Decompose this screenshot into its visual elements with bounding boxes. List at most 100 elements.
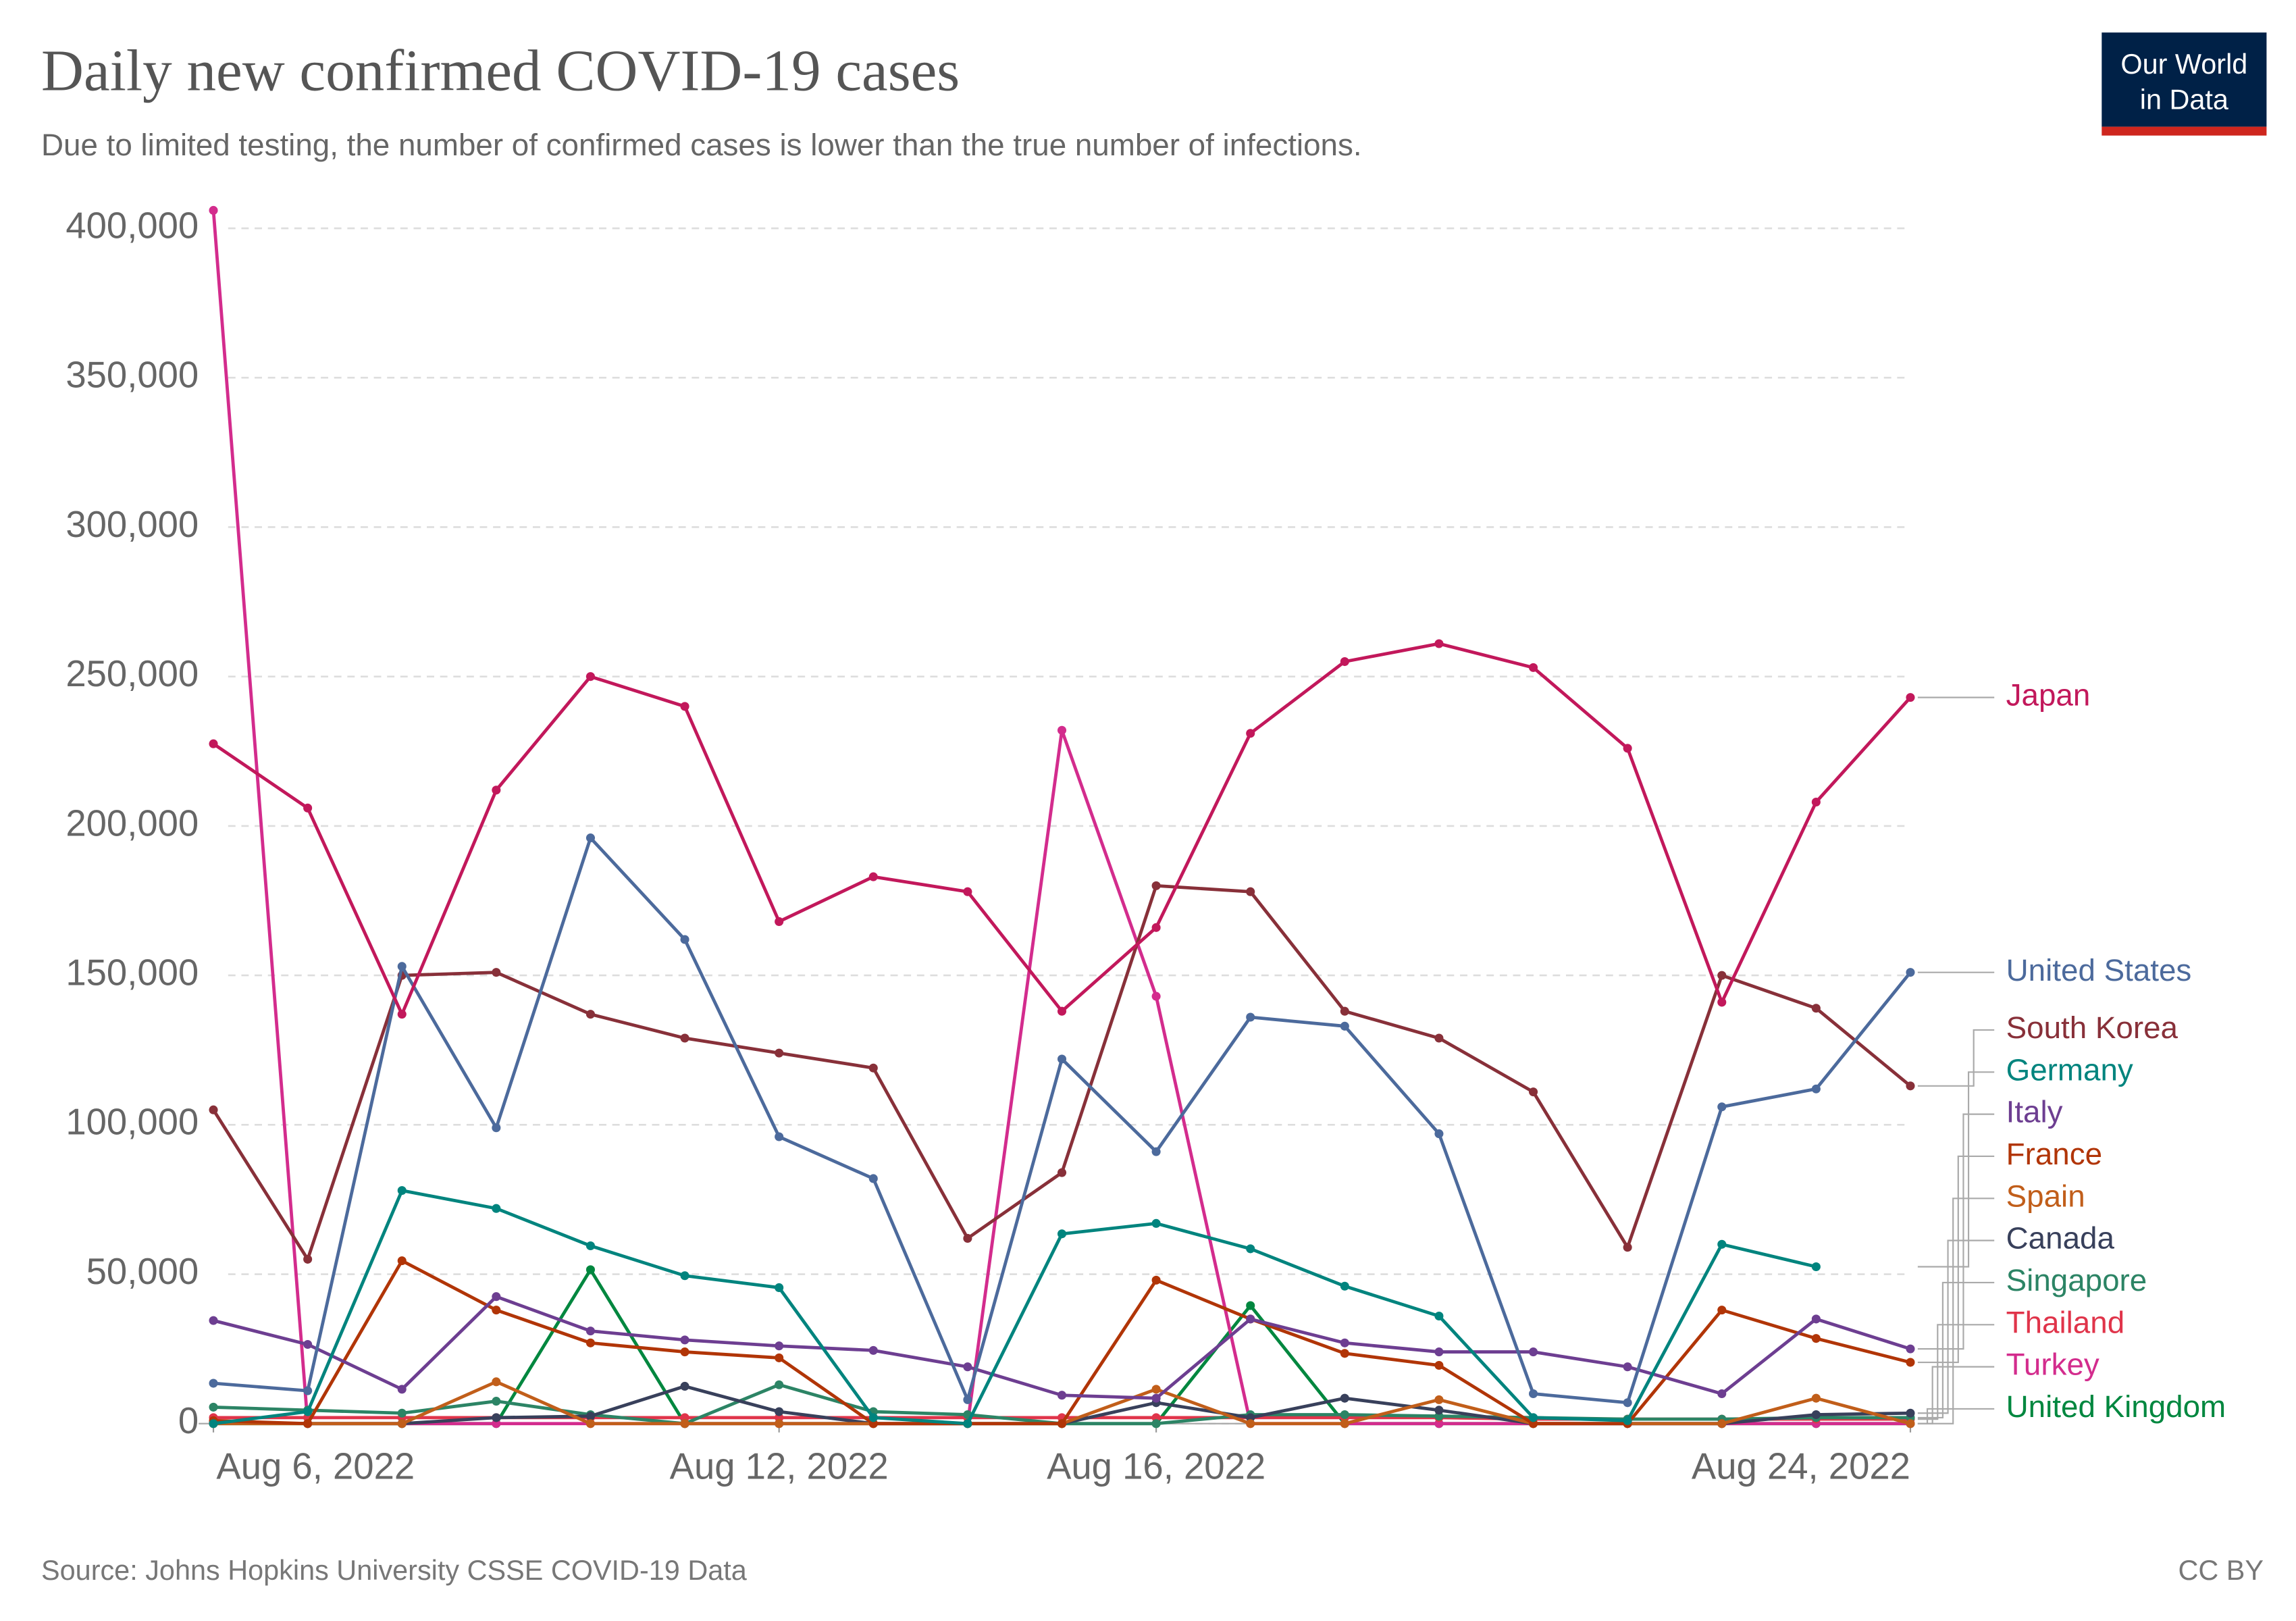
y-tick-label: 250,000 [66,653,199,694]
logo: Our World in Data [2102,32,2267,136]
logo-bar [2102,126,2267,136]
point [775,1283,784,1292]
point [1529,663,1538,672]
point [1623,1416,1632,1425]
legend-connector [1917,1198,1995,1424]
line [213,1268,1910,1426]
legend-connector [1917,1324,1995,1420]
point [1246,729,1255,738]
legend-label: United States [2006,953,2192,987]
point [1151,1218,1161,1228]
point [1529,1347,1538,1357]
point [1151,1385,1161,1394]
point [209,1379,218,1388]
y-tick-label: 50,000 [86,1251,199,1292]
legend-connector [1917,1029,1995,1087]
point [397,1186,407,1195]
point [1717,1389,1727,1399]
point [1151,1275,1161,1285]
point [1811,1314,1821,1324]
point [1906,1419,1915,1429]
point [1434,1347,1444,1357]
source: Source: Johns Hopkins University CSSE CO… [41,1555,748,1586]
series [209,639,1915,1019]
y-tick-label: 200,000 [66,802,199,844]
series [209,205,1915,1429]
point [775,1380,784,1389]
point [303,1386,313,1395]
point [492,786,501,795]
point [1434,1311,1444,1321]
logo-text: Our World [2120,49,2247,80]
legend-connector [1917,1071,1995,1268]
legend-label: Spain [2006,1179,2085,1213]
series [209,1256,1915,1429]
series [209,833,1915,1408]
series [209,1292,1915,1403]
point [397,1010,407,1019]
point [1811,797,1821,807]
point [1811,1410,1821,1420]
point [1906,968,1915,977]
point [775,1048,784,1058]
point [1151,881,1161,890]
point [1717,1306,1727,1315]
point [1906,1358,1915,1367]
chart-title: Daily new confirmed COVID-19 cases [41,38,960,103]
point [1811,1262,1821,1272]
point [1151,1393,1161,1403]
point [1057,1419,1067,1429]
point [680,1381,689,1391]
point [963,1419,972,1429]
point [680,1033,689,1043]
point [585,1412,595,1421]
point [868,1174,878,1183]
point [1717,1102,1727,1112]
point [1906,1344,1915,1354]
point [1246,1301,1255,1310]
point [963,887,972,896]
point [492,1204,501,1213]
point [492,1397,501,1406]
point [1623,744,1632,753]
point [1529,1087,1538,1097]
point [397,962,407,971]
point [1811,1334,1821,1343]
point [397,1419,407,1429]
point [1434,1033,1444,1043]
legend-label: Thailand [2006,1305,2125,1339]
point [775,1419,784,1429]
point [868,1063,878,1073]
line [213,1189,1817,1426]
line [213,836,1912,1405]
point [492,1123,501,1133]
point [1434,1360,1444,1370]
legend-label: Turkey [2006,1347,2099,1382]
point [303,1407,313,1416]
legend-label: Italy [2006,1095,2063,1129]
point [1057,1054,1067,1064]
point [1246,887,1255,896]
point [1151,923,1161,932]
legend-connector [1917,1281,1995,1418]
logo-text: in Data [2140,84,2229,115]
point [1057,1168,1067,1177]
point [1623,1398,1632,1408]
point [397,1408,407,1418]
point [680,1335,689,1345]
legend-label: Canada [2006,1221,2115,1256]
point [209,1419,218,1429]
point [963,1233,972,1243]
legend-connector [1917,1113,1995,1350]
point [585,1419,595,1429]
legend-label: Japan [2006,678,2091,713]
point [1434,1406,1444,1415]
point [1340,1006,1349,1016]
point [680,702,689,711]
point [1057,725,1067,735]
legend-label: Germany [2006,1052,2133,1087]
point [492,1306,501,1315]
point [775,1132,784,1141]
point [1340,1338,1349,1347]
